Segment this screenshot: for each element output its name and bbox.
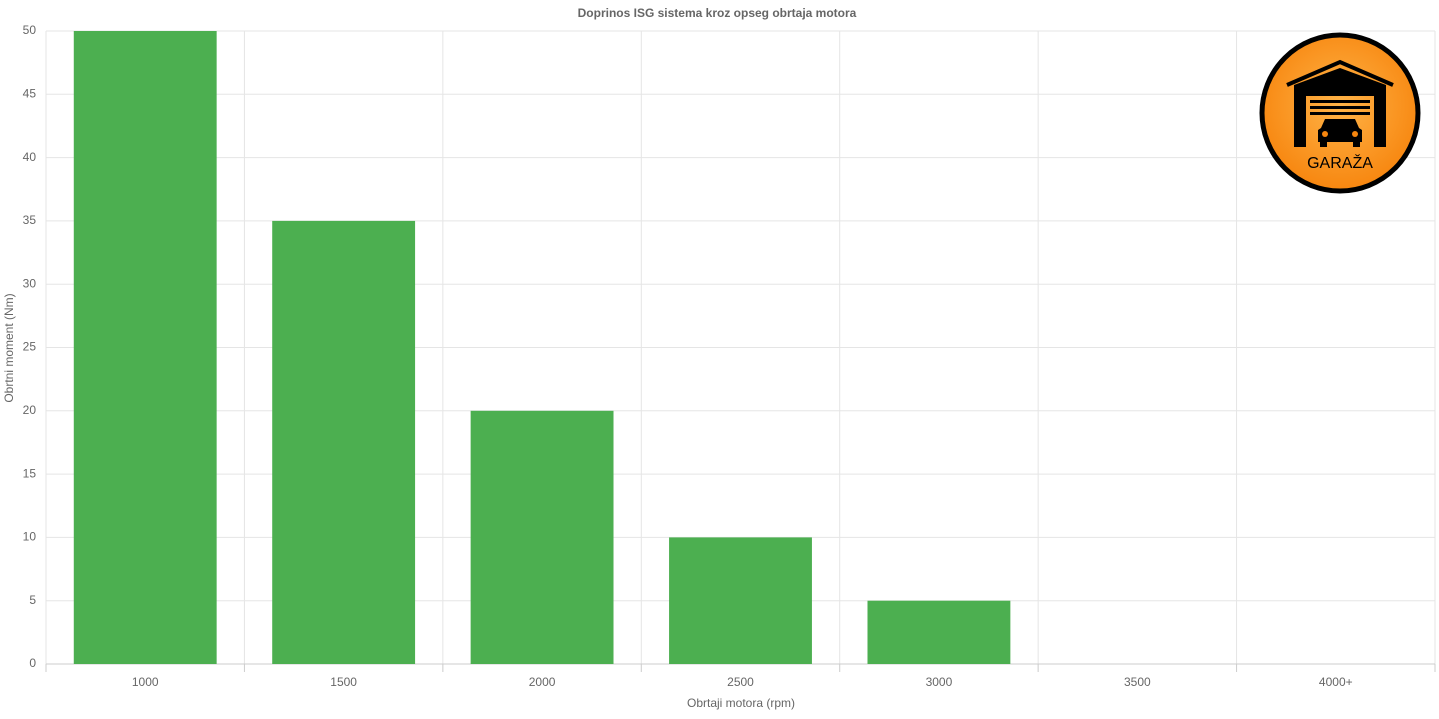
- x-tick-label: 2000: [529, 675, 556, 689]
- x-tick-label: 4000+: [1319, 675, 1353, 689]
- y-axis-label: Obrtni moment (Nm): [2, 293, 16, 402]
- logo-text: GARAŽA: [1307, 153, 1373, 172]
- y-tick-label: 45: [23, 86, 37, 100]
- chart-title: Doprinos ISG sistema kroz opseg obrtaja …: [578, 6, 857, 20]
- y-tick-label: 30: [23, 276, 37, 290]
- y-tick-label: 35: [23, 213, 37, 227]
- bar: [73, 31, 217, 664]
- bar: [669, 537, 812, 664]
- x-tick-label: 3000: [926, 675, 953, 689]
- bar: [272, 220, 416, 664]
- bar: [867, 600, 1011, 664]
- y-tick-label: 20: [23, 403, 37, 417]
- logo: GARAŽA: [1259, 32, 1421, 194]
- y-tick-label: 25: [23, 340, 37, 354]
- x-axis-label: Obrtaji motora (rpm): [687, 696, 795, 710]
- x-tick-label: 1000: [132, 675, 159, 689]
- x-tick-label: 2500: [727, 675, 754, 689]
- y-tick-label: 10: [23, 530, 37, 544]
- y-tick-label: 40: [23, 150, 37, 164]
- x-tick-label: 1500: [330, 675, 357, 689]
- y-tick-label: 15: [23, 466, 37, 480]
- y-tick-label: 5: [29, 593, 36, 607]
- bar: [470, 410, 614, 664]
- x-tick-label: 3500: [1124, 675, 1151, 689]
- y-tick-label: 0: [29, 656, 36, 670]
- y-tick-label: 50: [23, 23, 37, 37]
